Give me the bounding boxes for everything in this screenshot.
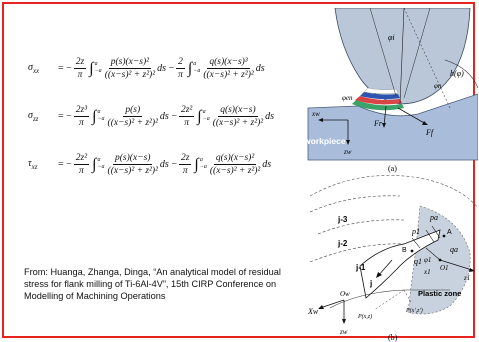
point-p-line [373, 289, 405, 311]
integral-sign: ∫ [194, 156, 199, 173]
integral-sign: ∫ [92, 108, 97, 125]
integral-sign: ∫ [89, 60, 94, 77]
coefficient-fraction: 2z π [178, 152, 192, 176]
label-j2: j-2 [337, 239, 348, 248]
label-j3: j-3 [337, 215, 348, 224]
label-ff: Ff [425, 128, 435, 137]
label-xw: xw [311, 110, 320, 118]
label-phi-n: φn [434, 82, 442, 90]
radial-line [369, 8, 397, 97]
label-p: P(x,z) [357, 313, 372, 320]
label-a: A [447, 229, 452, 236]
integrand-fraction: p(s) ((x−s)² + z²)² [107, 104, 158, 128]
label-h-phi: h(φ) [450, 69, 464, 78]
tooth-path-j2 [317, 219, 405, 235]
chip-layer-green [352, 100, 404, 111]
panel-a: φi φn φen h(φ) xw zw Fr Ff workpiece (a) [303, 8, 478, 173]
caption-a: (a) [388, 164, 397, 173]
p1-arrow [411, 237, 421, 249]
integrand-fraction: p(s)(x−s)² ((x−s)² + z²)² [104, 56, 156, 80]
integrand-fraction: q(s)(x−s)² ((x−s)² + z²)² [209, 152, 261, 176]
label-o1: O1 [440, 264, 449, 272]
label-b: B [402, 247, 407, 254]
equation-tau-xz: τxz = − 2z² π ∫ a −a p(s)(x−s) ((x−s)² + z²)… [28, 152, 272, 176]
equation-sigma-zz: σzz = − 2z³ π ∫ a −a p(s) ((x−s)² + z²)² ds … [28, 104, 275, 128]
tooth-path-j1 [309, 243, 407, 263]
workpiece-label: workpiece [303, 136, 346, 146]
coefficient-fraction: 2z³ π [73, 104, 90, 128]
pa-arrow [431, 225, 441, 239]
equation-lhs: σzz [28, 109, 39, 123]
label-qa: qa [450, 245, 458, 254]
point-a [442, 234, 446, 238]
tool-path-arc [309, 175, 478, 209]
label-p1: p1 [411, 227, 420, 236]
point-b [410, 249, 414, 253]
chip-layer-white [363, 87, 399, 94]
radial-line [403, 8, 431, 99]
workpiece-body [307, 93, 478, 161]
citation-text: From: Huanga, Zhanga, Dinga, “An analyti… [24, 267, 281, 302]
caption-b: (b) [388, 333, 398, 342]
tooth-path-j3 [309, 195, 401, 213]
xw-axis-arrow [319, 299, 345, 309]
equation-sigma-xx: σxx = − 2z π ∫ a −a p(s)(x−s)² ((x−s)² + z²)… [28, 56, 265, 80]
label-z1: z1 [463, 274, 470, 282]
panel-b: j-3 j-2 j-1 j A B pa p1 qa q1 φ1 x1 O1 z… [307, 175, 478, 342]
integral-sign: ∫ [197, 108, 202, 125]
force-ff-arrow [397, 107, 427, 125]
z1-axis-arrow [439, 259, 473, 271]
coefficient-fraction: 2z² π [178, 104, 195, 128]
cutting-tooth [359, 229, 441, 299]
j-arrow [377, 259, 393, 277]
cutting-arc [444, 59, 478, 89]
equation-lhs: τxz [28, 157, 38, 171]
pa-arrow [425, 229, 435, 243]
integral-sign: ∫ [187, 60, 193, 77]
label-x1: x1 [423, 268, 431, 276]
integral-sign: ∫ [92, 156, 97, 173]
integrand-fraction: q(s)(x−s) ((x−s)² + z²)² [212, 104, 264, 128]
label-ow: Ow [340, 290, 350, 298]
label-phi-i: φi [388, 33, 395, 42]
label-phi-en: φen [342, 94, 353, 102]
force-fr-arrow [383, 105, 387, 127]
tool-body [334, 8, 471, 105]
equation-block: σxx = − 2z π ∫ a −a p(s)(x−s)² ((x−s)² + z²)… [28, 44, 290, 188]
label-fr: Fr [373, 119, 383, 128]
chip-layer-blue [360, 92, 400, 100]
coefficient-fraction: 2z π [73, 56, 87, 80]
milling-figure: φi φn φen h(φ) xw zw Fr Ff workpiece (a) [303, 8, 478, 342]
point-p-line [403, 289, 413, 305]
label-j1: j-1 [355, 263, 366, 272]
coefficient-fraction: 2z² π [73, 152, 90, 176]
label-q1: q1 [414, 257, 422, 266]
label-pa: pa [429, 213, 438, 222]
integrand-fraction: q(s)(x−s)³ ((x−s)² + z²)² [203, 56, 254, 80]
chip-layer-red [355, 96, 402, 105]
label-j: j [369, 279, 372, 288]
label-zw: zw [343, 148, 352, 156]
label-xw-b: Xw [307, 307, 319, 316]
equation-lhs: σxx [28, 61, 40, 75]
integrand-fraction: p(s)(x−s) ((x−s)² + z²)² [107, 152, 158, 176]
radial-line [399, 8, 405, 105]
label-p-prime: P(x′,z′) [405, 307, 423, 314]
plastic-zone-label: Plastic zone [418, 289, 461, 298]
x1-axis [425, 247, 441, 261]
label-phi1: φ1 [424, 256, 431, 264]
label-zw-b: zw [339, 328, 348, 336]
